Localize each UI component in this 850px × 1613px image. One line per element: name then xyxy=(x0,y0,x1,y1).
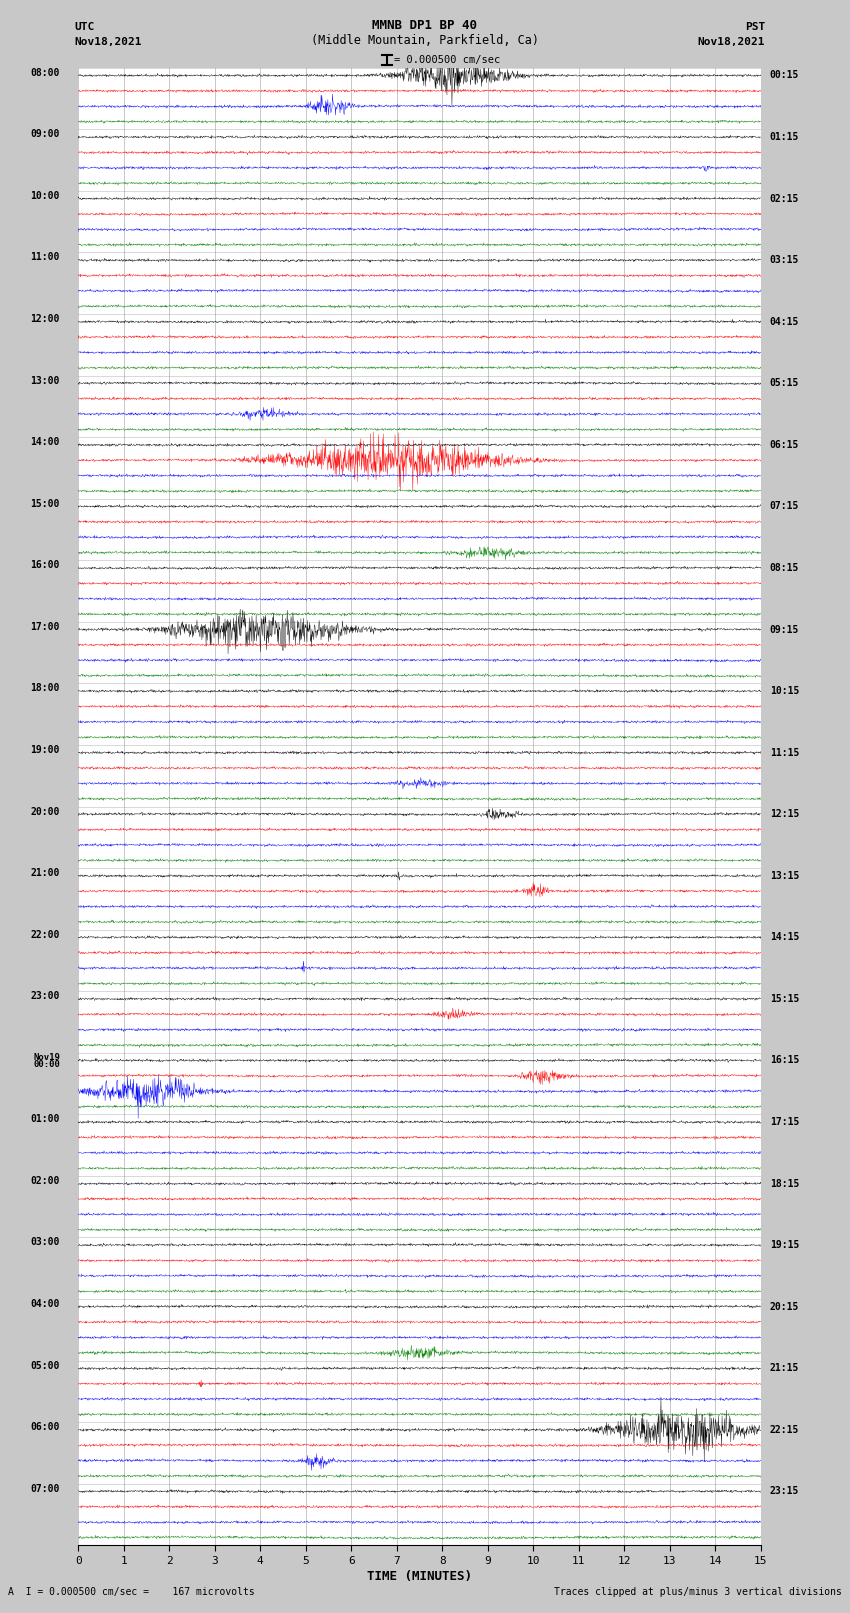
Text: 21:00: 21:00 xyxy=(31,868,60,877)
Text: 06:15: 06:15 xyxy=(770,440,799,450)
Text: 11:00: 11:00 xyxy=(31,253,60,263)
Text: 23:15: 23:15 xyxy=(770,1487,799,1497)
Text: 12:00: 12:00 xyxy=(31,315,60,324)
Text: 02:00: 02:00 xyxy=(31,1176,60,1186)
Text: 19:00: 19:00 xyxy=(31,745,60,755)
Text: 15:15: 15:15 xyxy=(770,994,799,1003)
Text: 01:15: 01:15 xyxy=(770,132,799,142)
Text: 04:00: 04:00 xyxy=(31,1298,60,1310)
Text: 10:15: 10:15 xyxy=(770,686,799,697)
Text: 17:15: 17:15 xyxy=(770,1118,799,1127)
Text: Nov19: Nov19 xyxy=(33,1053,60,1061)
Text: 13:00: 13:00 xyxy=(31,376,60,386)
X-axis label: TIME (MINUTES): TIME (MINUTES) xyxy=(367,1569,472,1582)
Text: = 0.000500 cm/sec: = 0.000500 cm/sec xyxy=(394,55,500,65)
Text: PST: PST xyxy=(745,23,765,32)
Text: 07:15: 07:15 xyxy=(770,502,799,511)
Text: 22:00: 22:00 xyxy=(31,929,60,940)
Text: UTC: UTC xyxy=(74,23,94,32)
Text: 12:15: 12:15 xyxy=(770,810,799,819)
Text: 18:00: 18:00 xyxy=(31,684,60,694)
Text: 11:15: 11:15 xyxy=(770,748,799,758)
Text: 16:00: 16:00 xyxy=(31,560,60,571)
Text: Nov18,2021: Nov18,2021 xyxy=(74,37,141,47)
Text: 05:15: 05:15 xyxy=(770,379,799,389)
Text: 06:00: 06:00 xyxy=(31,1423,60,1432)
Text: 10:00: 10:00 xyxy=(31,190,60,202)
Text: 23:00: 23:00 xyxy=(31,990,60,1002)
Text: 18:15: 18:15 xyxy=(770,1179,799,1189)
Text: 16:15: 16:15 xyxy=(770,1055,799,1066)
Text: 03:15: 03:15 xyxy=(770,255,799,265)
Text: 03:00: 03:00 xyxy=(31,1237,60,1247)
Text: 17:00: 17:00 xyxy=(31,623,60,632)
Text: Traces clipped at plus/minus 3 vertical divisions: Traces clipped at plus/minus 3 vertical … xyxy=(553,1587,842,1597)
Text: 21:15: 21:15 xyxy=(770,1363,799,1373)
Text: 20:15: 20:15 xyxy=(770,1302,799,1311)
Text: 14:00: 14:00 xyxy=(31,437,60,447)
Text: 05:00: 05:00 xyxy=(31,1361,60,1371)
Text: (Middle Mountain, Parkfield, Ca): (Middle Mountain, Parkfield, Ca) xyxy=(311,34,539,47)
Text: 13:15: 13:15 xyxy=(770,871,799,881)
Text: 09:00: 09:00 xyxy=(31,129,60,139)
Text: 07:00: 07:00 xyxy=(31,1484,60,1494)
Text: 08:00: 08:00 xyxy=(31,68,60,77)
Text: 15:00: 15:00 xyxy=(31,498,60,508)
Text: 04:15: 04:15 xyxy=(770,316,799,327)
Text: 00:15: 00:15 xyxy=(770,71,799,81)
Text: Nov18,2021: Nov18,2021 xyxy=(698,37,765,47)
Text: A  I = 0.000500 cm/sec =    167 microvolts: A I = 0.000500 cm/sec = 167 microvolts xyxy=(8,1587,255,1597)
Text: 20:00: 20:00 xyxy=(31,806,60,816)
Text: 19:15: 19:15 xyxy=(770,1240,799,1250)
Text: 02:15: 02:15 xyxy=(770,194,799,203)
Text: MMNB DP1 BP 40: MMNB DP1 BP 40 xyxy=(372,19,478,32)
Text: 14:15: 14:15 xyxy=(770,932,799,942)
Text: 22:15: 22:15 xyxy=(770,1424,799,1436)
Text: 08:15: 08:15 xyxy=(770,563,799,573)
Text: 01:00: 01:00 xyxy=(31,1115,60,1124)
Text: 09:15: 09:15 xyxy=(770,624,799,634)
Text: 00:00: 00:00 xyxy=(33,1060,60,1069)
